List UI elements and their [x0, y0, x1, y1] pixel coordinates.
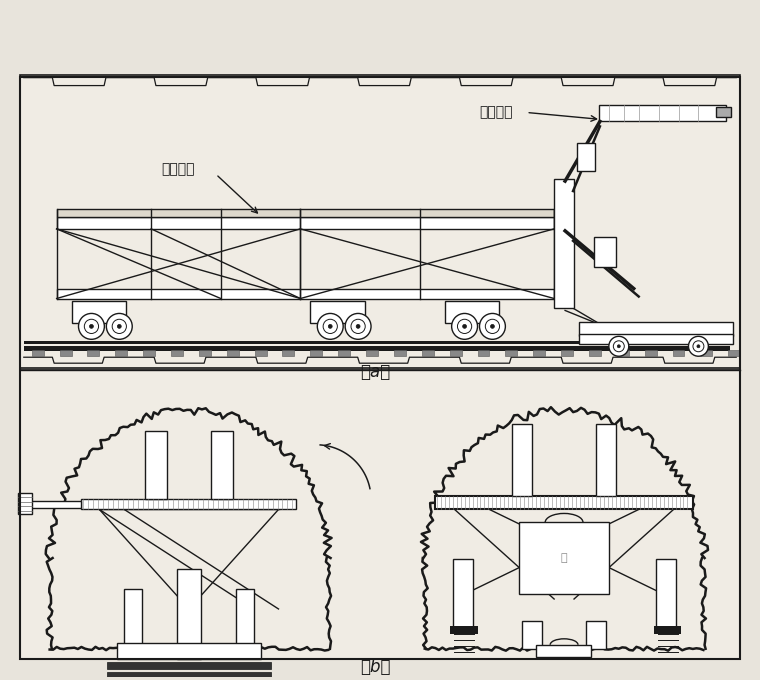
Circle shape: [617, 345, 620, 347]
Text: （b）: （b）: [359, 658, 391, 676]
Text: 液压支臂: 液压支臂: [480, 105, 513, 120]
Circle shape: [328, 324, 332, 328]
Bar: [522, 621, 542, 649]
Circle shape: [117, 324, 122, 328]
Bar: [87, 350, 100, 356]
Bar: [107, 672, 271, 677]
Bar: [477, 350, 489, 356]
Text: 工作平台: 工作平台: [161, 162, 195, 176]
Bar: [20, 370, 740, 659]
Circle shape: [689, 337, 708, 356]
Bar: [599, 105, 727, 122]
Bar: [107, 662, 271, 668]
Bar: [24, 341, 730, 344]
Bar: [505, 350, 518, 356]
Circle shape: [697, 345, 700, 347]
Bar: [32, 350, 43, 356]
Text: （a）: （a）: [360, 363, 390, 381]
Circle shape: [356, 324, 360, 328]
Bar: [310, 301, 365, 324]
Bar: [656, 559, 676, 629]
Bar: [701, 350, 712, 356]
Bar: [579, 335, 733, 344]
Circle shape: [90, 324, 93, 328]
Bar: [537, 645, 591, 657]
Circle shape: [451, 313, 477, 339]
Bar: [59, 350, 71, 356]
Text: ⌒: ⌒: [561, 554, 568, 563]
Bar: [199, 350, 211, 356]
Bar: [226, 350, 239, 356]
Bar: [56, 209, 554, 217]
Bar: [71, 301, 126, 324]
Bar: [422, 350, 434, 356]
Bar: [116, 350, 127, 356]
Bar: [24, 346, 730, 352]
Bar: [453, 559, 473, 629]
Bar: [117, 643, 261, 659]
Circle shape: [345, 313, 371, 339]
Bar: [366, 350, 378, 356]
Bar: [594, 237, 616, 267]
Bar: [143, 350, 155, 356]
Bar: [617, 350, 629, 356]
Circle shape: [318, 313, 344, 339]
Circle shape: [490, 324, 495, 328]
Circle shape: [480, 313, 505, 339]
Bar: [30, 500, 81, 509]
Bar: [171, 350, 183, 356]
Bar: [255, 350, 267, 356]
Bar: [596, 424, 616, 496]
Bar: [211, 431, 233, 498]
Bar: [512, 424, 532, 496]
Bar: [554, 179, 574, 309]
Bar: [579, 322, 733, 337]
Bar: [717, 107, 731, 118]
Bar: [20, 77, 740, 659]
Bar: [125, 589, 142, 644]
Bar: [56, 217, 554, 229]
Bar: [283, 350, 294, 356]
Bar: [81, 498, 296, 509]
Bar: [450, 350, 461, 356]
Bar: [644, 350, 657, 356]
Bar: [577, 143, 595, 171]
Bar: [586, 621, 606, 649]
Bar: [654, 626, 682, 634]
Bar: [310, 350, 322, 356]
Bar: [519, 522, 609, 594]
Bar: [177, 569, 201, 659]
Bar: [589, 350, 601, 356]
Bar: [338, 350, 350, 356]
Circle shape: [106, 313, 132, 339]
Bar: [17, 492, 32, 515]
Bar: [561, 350, 573, 356]
Bar: [435, 496, 693, 509]
Bar: [534, 350, 545, 356]
Bar: [394, 350, 406, 356]
Bar: [236, 589, 254, 644]
Bar: [20, 75, 740, 368]
Bar: [445, 301, 499, 324]
Bar: [450, 626, 477, 634]
Bar: [673, 350, 685, 356]
Bar: [728, 350, 740, 356]
Bar: [56, 288, 554, 299]
Circle shape: [463, 324, 467, 328]
Bar: [145, 431, 167, 498]
Circle shape: [609, 337, 629, 356]
Circle shape: [78, 313, 104, 339]
